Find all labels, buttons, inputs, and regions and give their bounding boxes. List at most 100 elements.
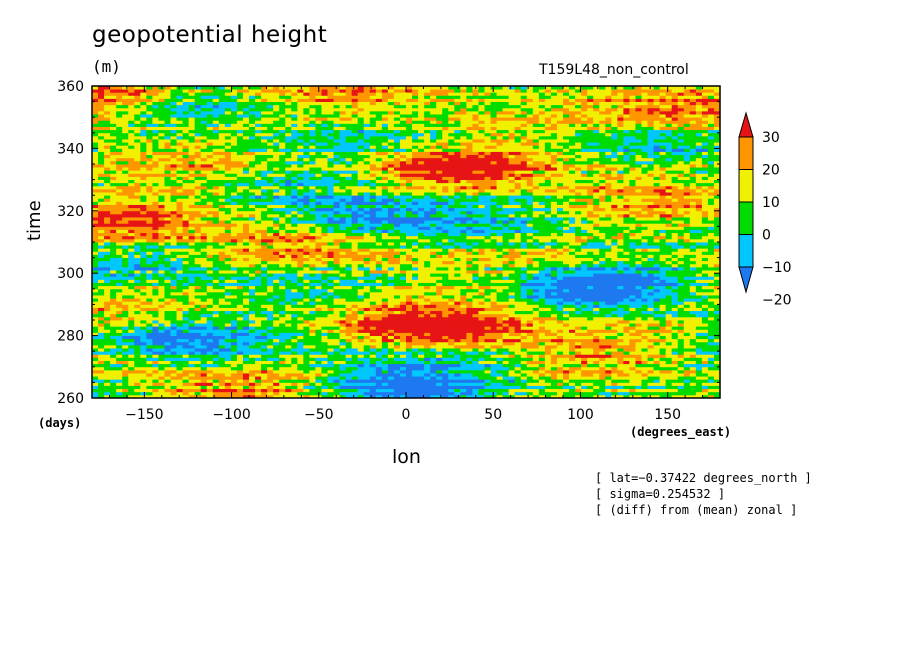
heatmap-cell [104, 285, 111, 290]
heatmap-cell [164, 295, 171, 299]
heatmap-cell [538, 360, 546, 365]
heatmap-cell [152, 254, 159, 258]
heatmap-cell [200, 326, 208, 330]
heatmap-cell [92, 273, 99, 277]
heatmap-cell [357, 270, 365, 274]
heatmap-cell [593, 376, 600, 380]
heatmap-cell [297, 282, 304, 287]
heatmap-cell [321, 329, 328, 333]
heatmap-cell [502, 301, 510, 305]
heatmap-cell [285, 391, 292, 396]
heatmap-cell [671, 357, 679, 361]
heatmap-cell [279, 385, 286, 390]
heatmap-cell [393, 357, 401, 361]
heatmap-cell [339, 298, 347, 302]
heatmap-cell [436, 344, 443, 349]
heatmap-cell [285, 266, 292, 271]
heatmap-cell [212, 276, 220, 280]
heatmap-cell [140, 354, 147, 358]
heatmap-cell [351, 379, 359, 383]
heatmap-cell [393, 307, 401, 312]
heatmap-cell [424, 316, 431, 321]
heatmap-cell [448, 332, 455, 336]
heatmap-cell [399, 394, 407, 399]
heatmap-cell [182, 391, 190, 396]
heatmap-cell [285, 385, 292, 390]
heatmap-cell [538, 357, 546, 361]
heatmap-cell [466, 257, 473, 262]
heatmap-cell [617, 344, 624, 349]
heatmap-cell [701, 344, 709, 349]
heatmap-cell [478, 394, 485, 399]
heatmap-cell [478, 310, 485, 315]
heatmap-cell [333, 338, 340, 343]
heatmap-cell [611, 388, 618, 393]
heatmap-cell [261, 282, 268, 287]
heatmap-cell [152, 329, 159, 333]
heatmap-cell [357, 304, 365, 308]
heatmap-cell [194, 366, 202, 371]
heatmap-cell [363, 335, 371, 340]
heatmap-cell [556, 394, 564, 399]
heatmap-cell [514, 363, 522, 368]
heatmap-cell [713, 369, 721, 374]
heatmap-cell [629, 373, 636, 377]
heatmap-cell [164, 273, 171, 277]
heatmap-cell [315, 270, 322, 274]
heatmap-cell [502, 266, 510, 271]
heatmap-cell [629, 291, 636, 296]
heatmap-cell [605, 288, 612, 293]
heatmap-cell [224, 366, 232, 371]
heatmap-cell [671, 354, 679, 358]
heatmap-cell [104, 394, 111, 399]
heatmap-cell [466, 248, 473, 252]
heatmap-cell [526, 338, 534, 343]
heatmap-cell [369, 391, 377, 396]
heatmap-cell [393, 329, 401, 333]
heatmap-cell [182, 344, 190, 349]
heatmap-cell [430, 276, 437, 280]
heatmap-cell [707, 323, 715, 327]
heatmap-cell [484, 316, 491, 321]
heatmap-cell [508, 335, 516, 340]
heatmap-cell [623, 307, 630, 312]
heatmap-cell [357, 348, 365, 352]
heatmap-cell [623, 373, 630, 377]
heatmap-cell [158, 338, 165, 343]
heatmap-cell [472, 273, 479, 277]
heatmap-cell [695, 270, 703, 274]
heatmap-cell [442, 360, 449, 365]
heatmap-cell [478, 373, 485, 377]
heatmap-cell [309, 388, 316, 393]
heatmap-cell [339, 282, 347, 287]
heatmap-cell [538, 282, 546, 287]
heatmap-cell [683, 341, 691, 346]
heatmap-cell [369, 254, 377, 258]
heatmap-cell [478, 357, 485, 361]
heatmap-cell [267, 313, 274, 318]
heatmap-cell [460, 385, 467, 390]
heatmap-cell [653, 310, 661, 315]
heatmap-cell [707, 385, 715, 390]
heatmap-cell [104, 307, 111, 312]
heatmap-cell [218, 351, 226, 355]
heatmap-cell [689, 344, 697, 349]
heatmap-cell [508, 373, 516, 377]
heatmap-cell [98, 332, 105, 336]
heatmap-cell [659, 313, 667, 318]
heatmap-cell [393, 288, 401, 293]
heatmap-cell [538, 298, 546, 302]
heatmap-cell [629, 310, 636, 315]
heatmap-cell [581, 391, 588, 396]
heatmap-cell [182, 285, 190, 290]
heatmap-cell [164, 354, 171, 358]
heatmap-cell [460, 257, 467, 262]
heatmap-cell [224, 276, 232, 280]
heatmap-cell [236, 373, 244, 377]
heatmap-cell [321, 351, 328, 355]
heatmap-cell [629, 329, 636, 333]
heatmap-cell [581, 291, 588, 296]
heatmap-cell [224, 341, 232, 346]
heatmap-cell [653, 360, 661, 365]
heatmap-cell [701, 373, 709, 377]
